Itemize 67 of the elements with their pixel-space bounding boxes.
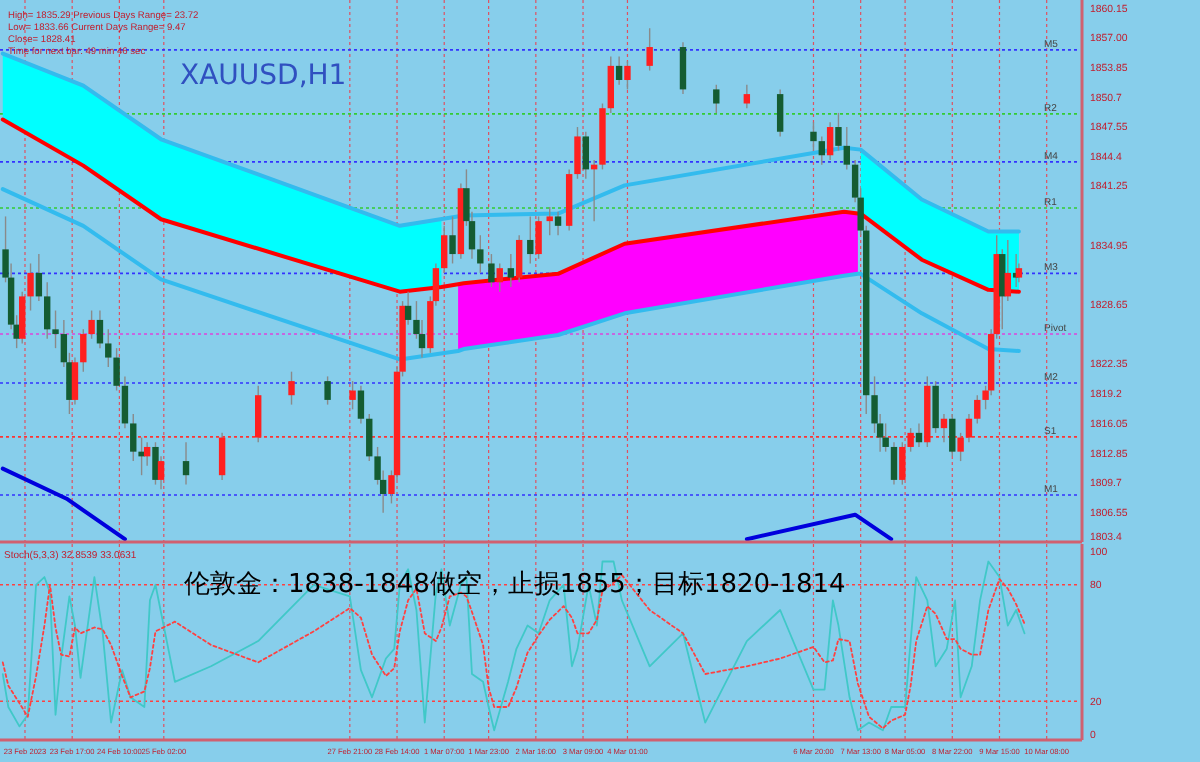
candlestick	[130, 413, 137, 462]
candlestick	[899, 441, 906, 486]
candlestick	[35, 253, 43, 302]
candlestick	[615, 55, 623, 86]
candlestick	[965, 413, 973, 443]
candlestick	[71, 356, 79, 406]
candlestick	[679, 41, 687, 95]
candlestick	[527, 215, 534, 265]
candlestick	[404, 291, 412, 326]
candlestick	[915, 422, 923, 448]
candlestick	[324, 375, 331, 406]
candlestick	[507, 253, 515, 288]
candlestick	[818, 135, 825, 166]
candlestick	[949, 413, 956, 458]
candlestick	[218, 432, 226, 481]
candlestick	[44, 281, 51, 340]
candlestick	[535, 215, 542, 260]
candlestick	[357, 385, 365, 425]
candlestick	[105, 328, 112, 368]
candlestick	[826, 121, 834, 161]
candlestick	[646, 27, 653, 72]
candlestick	[496, 262, 503, 293]
candlestick	[957, 432, 964, 462]
candlestick	[907, 427, 914, 453]
candlestick	[288, 370, 295, 406]
candlestick	[810, 121, 817, 152]
candlestick	[113, 347, 120, 392]
candlestick	[488, 253, 495, 288]
candlestick	[940, 413, 948, 443]
candlestick	[607, 55, 614, 114]
candlestick	[19, 291, 26, 345]
candlestick	[477, 234, 484, 274]
candlestick	[121, 375, 129, 429]
candlestick	[546, 206, 553, 236]
candlestick	[582, 131, 590, 180]
candlestick	[999, 248, 1006, 331]
candlestick	[96, 309, 104, 349]
candlestick	[366, 413, 373, 462]
candlestick	[776, 88, 784, 138]
text: XAUUSD,H1	[180, 60, 347, 92]
candlestick	[27, 262, 34, 312]
candlestick	[88, 309, 95, 340]
candlestick	[449, 215, 456, 265]
line-series	[0, 51, 1021, 234]
candlestick	[349, 380, 356, 411]
candlestick	[515, 234, 523, 283]
candlestick	[843, 126, 850, 171]
candlestick	[182, 441, 190, 486]
candlestick	[624, 60, 631, 91]
candlestick	[143, 441, 151, 467]
candlestick	[80, 328, 87, 373]
candlestick	[743, 83, 751, 109]
candlestick	[255, 385, 262, 443]
line-series	[0, 187, 1021, 362]
candlestick	[157, 455, 165, 491]
candlestick	[882, 422, 889, 453]
candlestick	[932, 380, 939, 434]
candlestick	[713, 83, 720, 114]
candlestick	[574, 126, 581, 180]
candlestick	[52, 309, 59, 349]
candlestick	[890, 441, 898, 486]
candlestick	[441, 225, 448, 274]
candlestick	[152, 441, 159, 486]
candlestick	[1004, 239, 1012, 302]
candlestick	[554, 211, 562, 236]
candlestick	[974, 394, 981, 425]
candlestick	[835, 112, 842, 152]
